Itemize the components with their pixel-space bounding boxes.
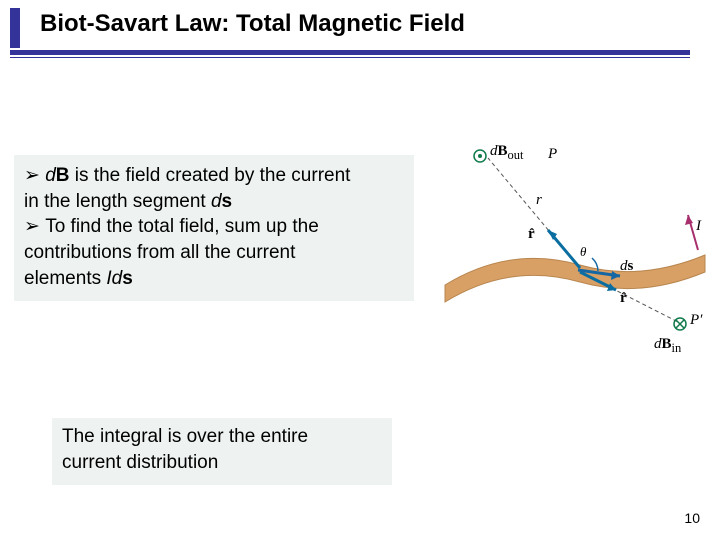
body-line-4: contributions from all the current (24, 240, 404, 266)
line1-rest: is the field created by the current (70, 165, 351, 186)
title-marker (10, 8, 20, 48)
line3-text: To find the total field, sum up the (45, 216, 319, 237)
integral-line-1: The integral is over the entire (62, 424, 382, 450)
label-dBin: dBin (654, 336, 681, 356)
label-I: I (696, 218, 701, 235)
diagram-svg (440, 140, 710, 360)
label-rhat-2: r̂ (620, 290, 627, 307)
body-text-box: ➢ dB is the field created by the current… (14, 155, 414, 301)
body-line-2: in the length segment ds (24, 189, 404, 215)
line5-pre: elements (24, 268, 106, 289)
body-line-1: ➢ dB is the field created by the current (24, 163, 404, 189)
ds-d-2: d (112, 268, 123, 289)
page-number: 10 (684, 510, 700, 526)
dB-d: d (45, 165, 56, 186)
title-underline-thin (10, 57, 690, 58)
slide-title: Biot-Savart Law: Total Magnetic Field (40, 10, 465, 38)
dB-B: B (56, 165, 70, 186)
label-dBout: dBout (490, 143, 524, 163)
body-line-5: elements Ids (24, 266, 404, 292)
ds-d-1: d (211, 191, 222, 212)
bullet-arrow-icon: ➢ (24, 216, 45, 237)
title-underline-thick (10, 50, 690, 55)
label-P: P (548, 146, 557, 163)
body-line-3: ➢ To find the total field, sum up the (24, 214, 404, 240)
bullet-arrow-icon: ➢ (24, 165, 45, 186)
line2-pre: in the length segment (24, 191, 211, 212)
ds-s-2: s (122, 268, 133, 289)
label-Pprime: P′ (690, 312, 702, 329)
integral-line-2: current distribution (62, 450, 382, 476)
biot-savart-diagram: dBout P r r̂ θ ds r̂ I P′ dBin (440, 140, 710, 360)
label-ds: ds (620, 258, 633, 275)
label-r: r (536, 192, 542, 209)
integral-note-box: The integral is over the entire current … (52, 418, 392, 485)
label-rhat: r̂ (528, 226, 535, 243)
label-theta: θ (580, 244, 586, 260)
ds-s-1: s (222, 191, 233, 212)
dB-out-dot (478, 154, 482, 158)
